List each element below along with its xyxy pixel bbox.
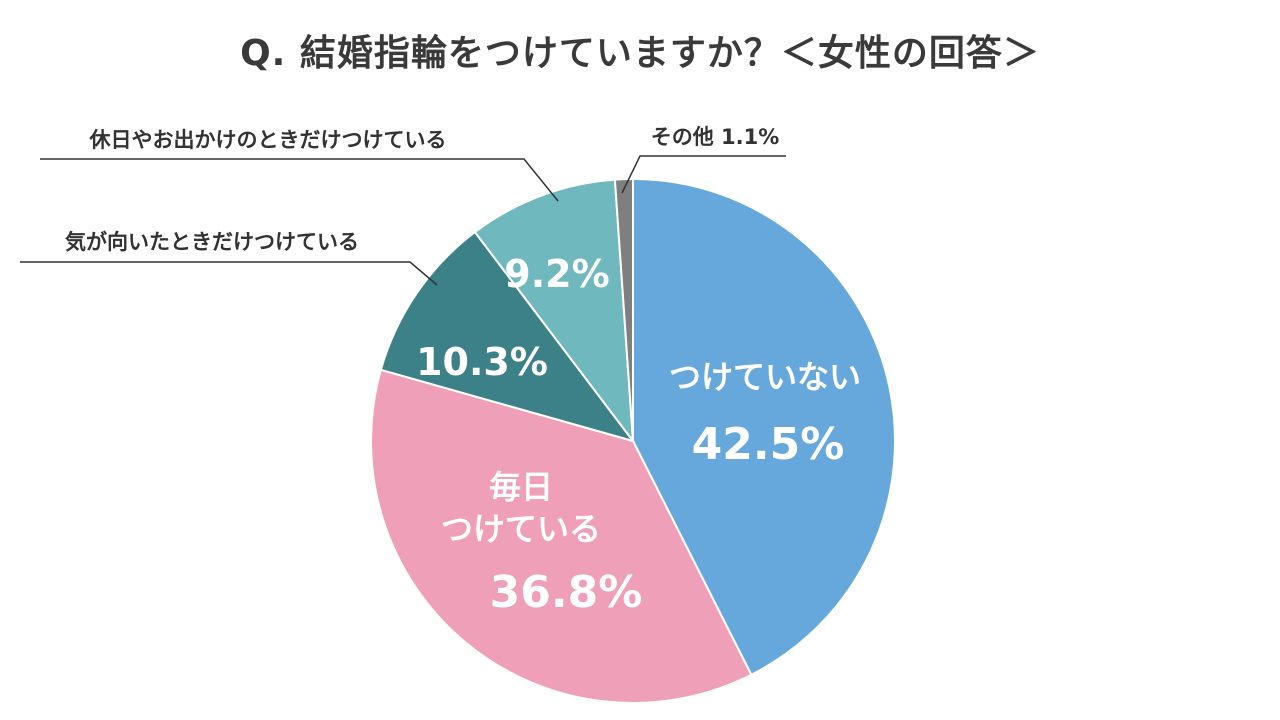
value-not-wearing: 42.5%	[692, 419, 845, 470]
chart-title: Q. 結婚指輪をつけていますか？＜女性の回答＞	[240, 33, 1040, 74]
leader-holidays-outings	[40, 158, 559, 202]
slice-when-in-mood	[379, 230, 636, 443]
label-every-day-line1: 毎日	[489, 468, 553, 506]
slice-holidays-outings	[473, 178, 635, 445]
label-not-wearing: つけていない	[669, 358, 861, 396]
leader-other	[621, 155, 786, 194]
slice-other	[613, 177, 634, 442]
slice-every-day	[370, 368, 753, 704]
label-holidays-outings: 休日やお出かけのときだけつけている	[89, 128, 447, 152]
leader-when-in-mood	[20, 261, 438, 286]
label-other: その他 1.1%	[651, 125, 780, 149]
value-holidays-outings: 9.2%	[504, 252, 609, 296]
label-when-in-mood: 気が向いたときだけつけている	[65, 230, 359, 254]
value-every-day: 36.8%	[490, 567, 643, 618]
slice-not-wearing	[632, 177, 896, 677]
label-every-day-line2: つけている	[441, 510, 601, 548]
value-when-in-mood: 10.3%	[416, 340, 548, 384]
